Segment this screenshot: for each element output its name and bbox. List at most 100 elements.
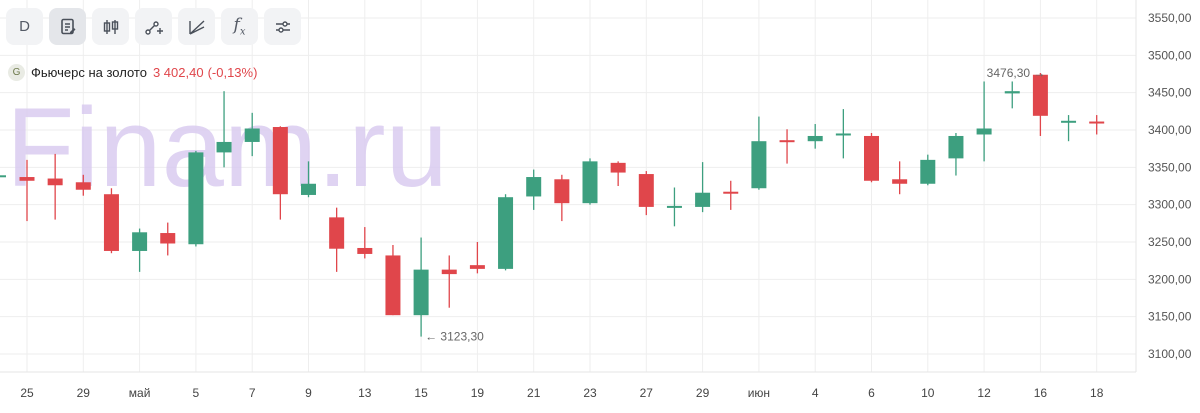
candle <box>301 161 316 198</box>
candle <box>357 227 373 259</box>
candle <box>1004 81 1020 109</box>
x-tick-label: 16 <box>1034 386 1048 400</box>
candle <box>132 228 148 272</box>
x-tick-label: 29 <box>696 386 710 400</box>
y-tick-label: 3400,00 <box>1148 123 1192 137</box>
candle <box>807 124 823 149</box>
candle-body <box>19 177 35 181</box>
candle-body <box>1089 121 1105 124</box>
instrument-price: 3 402,40 <box>152 65 204 80</box>
candle <box>638 171 654 216</box>
candle <box>188 150 204 247</box>
candle <box>1061 115 1077 142</box>
candle <box>835 109 851 159</box>
candles <box>0 73 1105 337</box>
candle <box>695 162 711 213</box>
candle <box>666 187 682 227</box>
candle-body <box>469 265 485 269</box>
instrument-legend[interactable]: G Фьючерс на золото 3 402,40 (-0,13%) <box>8 64 257 81</box>
candle-body <box>244 128 260 142</box>
sliders-icon <box>275 20 290 33</box>
x-tick-label: 12 <box>977 386 991 400</box>
candle <box>469 242 485 274</box>
candle-body <box>188 152 204 245</box>
y-tick-label: 3350,00 <box>1148 160 1192 174</box>
x-tick-label: 7 <box>249 386 256 400</box>
x-tick-label: 18 <box>1090 386 1104 400</box>
chart-type-button[interactable] <box>92 8 129 45</box>
interval-button[interactable]: D <box>6 8 43 45</box>
candle <box>779 129 795 164</box>
candle <box>272 126 288 220</box>
price-extreme-label: ← 3123,30 <box>425 330 484 344</box>
drawing-tools-button[interactable] <box>135 8 172 45</box>
candle <box>498 194 514 271</box>
candle-body <box>1061 120 1077 123</box>
y-tick-label: 3500,00 <box>1148 48 1192 62</box>
candle <box>413 237 429 337</box>
candle-body <box>920 159 936 184</box>
candle-body <box>864 135 879 181</box>
x-tick-label: 9 <box>305 386 312 400</box>
candle-body <box>1004 91 1020 94</box>
candle <box>385 244 401 316</box>
candle-body <box>948 135 964 159</box>
x-tick-label: 23 <box>583 386 597 400</box>
angle-icon <box>188 19 204 35</box>
candle-body <box>638 174 654 207</box>
candle <box>160 222 176 256</box>
x-tick-label: 6 <box>868 386 875 400</box>
candle <box>948 132 964 176</box>
candle <box>1032 73 1048 136</box>
y-tick-label: 3100,00 <box>1148 347 1192 361</box>
chart-toolbar: D fx <box>6 8 301 45</box>
candle-body <box>610 162 626 173</box>
indicators-button[interactable]: fx <box>221 8 258 45</box>
candle <box>526 169 542 210</box>
candle-body <box>272 127 288 195</box>
instrument-name: Фьючерс на золото <box>31 65 147 80</box>
candle <box>892 161 908 195</box>
price-extreme-label: 3476,30 → <box>987 66 1046 80</box>
document-edit-icon <box>60 18 75 34</box>
candle-body <box>695 192 711 207</box>
candle <box>47 153 63 220</box>
chart-settings-button[interactable] <box>49 8 86 45</box>
candle-body <box>103 194 119 251</box>
y-tick-label: 3150,00 <box>1148 310 1192 324</box>
candle-body <box>160 233 176 244</box>
candle <box>610 161 626 186</box>
candle <box>723 180 739 210</box>
x-tick-label: 5 <box>193 386 200 400</box>
candle <box>329 207 345 272</box>
candle-body <box>723 191 739 194</box>
candle-body <box>413 269 429 316</box>
candle-body <box>526 177 542 197</box>
line-plus-icon <box>144 20 163 35</box>
x-tick-label: 4 <box>812 386 819 400</box>
candle-body <box>835 133 851 136</box>
x-tick-label: 13 <box>358 386 372 400</box>
candle-body <box>498 197 514 269</box>
x-tick-label: 10 <box>921 386 935 400</box>
interval-label: D <box>19 18 30 35</box>
candle-body <box>779 140 795 143</box>
candle-body <box>75 182 91 190</box>
x-tick-label: 29 <box>77 386 91 400</box>
function-icon: fx <box>233 15 246 38</box>
settings-button[interactable] <box>264 8 301 45</box>
candle <box>920 154 936 186</box>
y-tick-label: 3550,00 <box>1148 11 1192 25</box>
candlestick-icon <box>103 19 118 34</box>
candle-body <box>132 232 148 251</box>
x-tick-label: май <box>129 386 151 400</box>
time-axis: 25 29 май 5 7 9 13 15 19 21 23 27 29 июн 4 6 10 12 16 18 <box>20 386 1103 400</box>
candle-body <box>807 135 823 142</box>
y-tick-label: 3300,00 <box>1148 198 1192 212</box>
candle <box>1089 115 1105 135</box>
candle-body <box>385 255 401 316</box>
fibonacci-tools-button[interactable] <box>178 8 215 45</box>
candle <box>554 174 570 222</box>
annotations: ← 3123,30 3476,30 → <box>425 66 1045 344</box>
